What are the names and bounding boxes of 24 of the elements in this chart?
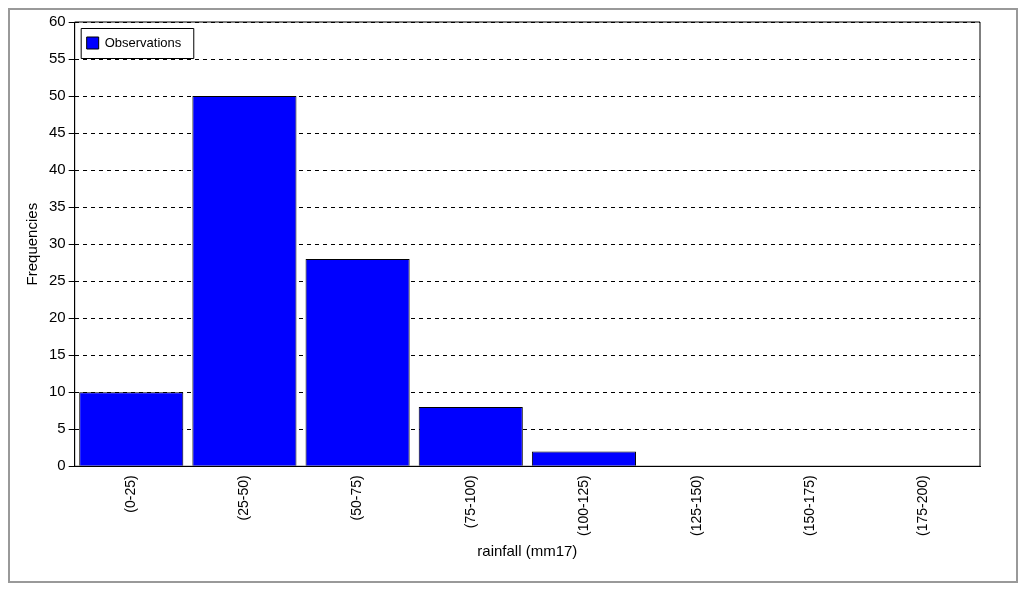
legend-label: Observations xyxy=(104,34,182,50)
y-tick-label: 5 xyxy=(57,419,66,437)
x-tick-label: (50-75) xyxy=(348,475,365,521)
x-tick-label: (175-200) xyxy=(914,475,931,536)
x-tick-label: (75-100) xyxy=(461,475,478,529)
y-tick-label: 25 xyxy=(49,271,66,289)
y-tick-label: 15 xyxy=(49,345,66,363)
x-tick-label: (125-150) xyxy=(687,475,704,536)
y-tick-label: 10 xyxy=(49,382,66,400)
y-tick-label: 35 xyxy=(49,197,66,215)
y-tick-label: 0 xyxy=(57,456,66,474)
y-tick-label: 20 xyxy=(49,308,66,326)
y-tick-label: 30 xyxy=(49,234,66,252)
y-tick-label: 60 xyxy=(49,12,66,30)
x-tick-label: (100-125) xyxy=(574,475,591,536)
x-tick-label: (0-25) xyxy=(122,475,139,513)
y-tick-label: 55 xyxy=(49,49,66,67)
x-tick-label: (150-175) xyxy=(801,475,818,536)
y-tick-label: 45 xyxy=(49,123,66,141)
x-tick-label: (25-50) xyxy=(235,475,252,521)
y-tick-label: 50 xyxy=(49,86,66,104)
y-tick-label: 40 xyxy=(49,160,66,178)
y-axis-title: Frequencies xyxy=(23,202,41,286)
x-axis-title: rainfall (mm17) xyxy=(477,542,578,560)
